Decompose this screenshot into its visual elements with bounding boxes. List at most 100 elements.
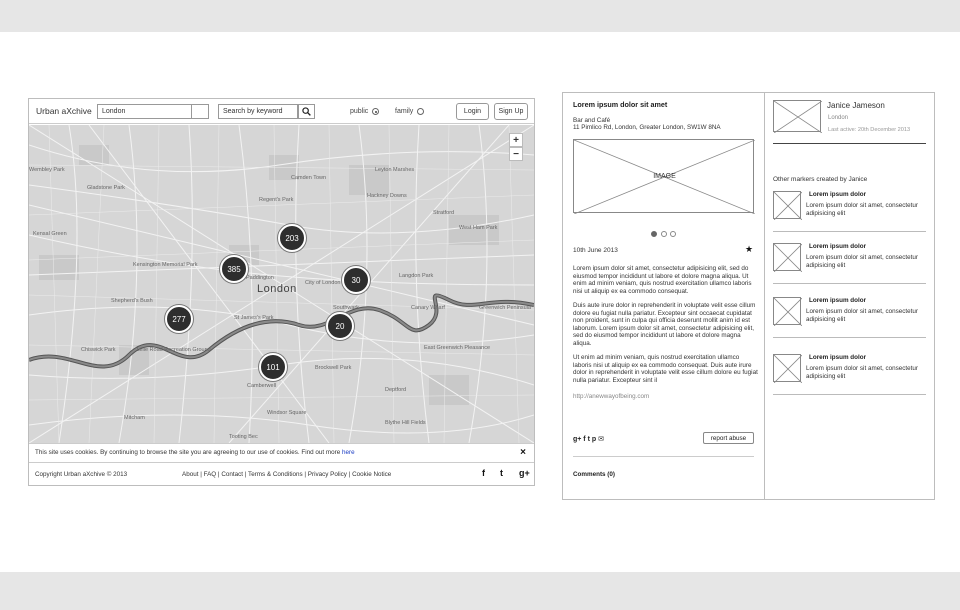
map-label: Mitcham [124,415,145,421]
image-placeholder[interactable]: IMAGE [573,139,755,214]
site-wireframe: Urban aXchive London Search by keyword p… [28,98,535,486]
marker-description: Ut enim ad minim veniam, quis nostrud ex… [573,354,758,384]
list-item-title: Lorem ipsum dolor [809,191,867,198]
map-cluster-marker[interactable]: 203 [278,224,306,252]
user-name[interactable]: Janice Jameson [827,101,885,110]
user-location: London [828,115,849,121]
list-item-desc: Lorem ipsum dolor sit amet, consectetur … [806,308,918,323]
brand-logo[interactable]: Urban aXchive [36,106,92,116]
location-dropdown-button[interactable] [191,104,209,119]
divider [573,456,754,457]
map-label: Wembley Park [29,167,65,173]
map-label: Paddington [246,275,274,281]
footer-copyright: Copyright Urban aXchive © 2013 [35,471,128,478]
map-label: Kensal Green [33,231,67,237]
marker-thumbnail [773,297,802,326]
star-icon[interactable]: ★ [745,244,754,254]
cookie-banner: This site uses cookies. By continuing to… [29,443,534,463]
cookie-more-link[interactable]: here [341,449,355,456]
map-label: City of London [305,280,341,286]
filter-public-radio[interactable] [372,108,379,115]
search-button[interactable] [298,104,315,119]
map-cluster-marker[interactable]: 277 [165,305,193,333]
map-label: Lillie Road Recreation Ground [137,347,211,353]
map-label: Langdon Park [399,273,434,279]
marker-thumbnail [773,243,802,272]
canvas: Urban aXchive London Search by keyword p… [0,32,960,572]
map-label: St James's Park [234,315,274,321]
carousel-dot[interactable] [651,231,657,237]
map-label: Chiswick Park [81,347,116,353]
footer-links[interactable]: About | FAQ | Contact | Terms & Conditio… [182,471,392,478]
marker-detail-panel: Lorem ipsum dolor sit amet Bar and Café … [562,92,935,500]
marker-thumbnail [773,191,802,220]
facebook-icon[interactable]: f [482,468,485,478]
login-button[interactable]: Login [456,103,489,120]
map-label: Shepherd's Bush [111,298,153,304]
divider [773,143,926,144]
map-label: Greenwich Peninsula [479,305,531,311]
map-label: Gladstone Park [87,185,125,191]
zoom-out-button[interactable]: − [509,147,523,161]
marker-title: Lorem ipsum dolor sit amet [573,100,668,109]
map-label: Blythe Hill Fields [385,420,426,426]
list-item-desc: Lorem ipsum dolor sit amet, consectetur … [806,365,918,380]
marker-description: Duis aute irure dolor in reprehenderit i… [573,302,756,347]
filter-family-label: family [395,108,414,115]
map-label: Camberwell [247,383,277,389]
map-label: Tooting Bec [229,434,258,440]
map-cluster-marker[interactable]: 385 [220,255,248,283]
map-cluster-marker[interactable]: 20 [326,312,354,340]
thumbnail-placeholder-cross [774,355,802,383]
map[interactable]: Wembley Park Gladstone Park Kensal Green… [29,125,534,443]
list-item-title: Lorem ipsum dolor [809,297,867,304]
list-item-desc: Lorem ipsum dolor sit amet, consectetur … [806,202,918,217]
map-label: Regent's Park [259,197,294,203]
divider [773,231,926,232]
map-city-label: London [257,283,297,295]
marker-date: 10th June 2013 [573,247,618,254]
comments-heading[interactable]: Comments (0) [573,471,615,478]
list-item-desc: Lorem ipsum dolor sit amet, consectetur … [806,254,918,269]
map-label: Leyton Marshes [375,167,415,173]
filter-public-label: public [350,108,369,115]
user-last-active: Last active: 20th December 2013 [828,127,911,133]
image-label: IMAGE [653,173,676,180]
thumbnail-placeholder-cross [774,298,802,326]
google-plus-icon[interactable]: g+ [519,468,530,478]
marker-url-link[interactable]: http://anewwayofbeing.com [573,393,650,400]
map-label: Deptford [385,387,407,393]
twitter-icon[interactable]: t [500,468,503,478]
map-label: Canary Wharf [411,305,445,311]
marker-description: Lorem ipsum dolor sit amet, consectetur … [573,265,752,295]
divider [773,283,926,284]
panel-divider [764,93,765,499]
search-icon [302,107,311,116]
site-header: Urban aXchive London Search by keyword p… [29,99,534,124]
divider [773,394,926,395]
filter-family-radio[interactable] [417,108,424,115]
map-label: Windsor Square [267,410,307,416]
map-cluster-marker[interactable]: 101 [259,353,287,381]
signup-button[interactable]: Sign Up [494,103,528,120]
map-cluster-marker[interactable]: 30 [342,266,370,294]
close-icon[interactable]: × [520,447,526,458]
carousel-dot[interactable] [670,231,676,237]
avatar-placeholder-cross [774,101,822,133]
map-label: Kensington Memorial Park [133,262,198,268]
avatar[interactable] [773,100,822,133]
zoom-in-button[interactable]: + [509,133,523,147]
map-label: Southwark [333,305,359,311]
marker-thumbnail [773,354,802,383]
other-markers-title: Other markers created by Janice [773,176,868,183]
map-label: West Ham Park [459,225,498,231]
report-abuse-button[interactable]: report abuse [703,432,754,444]
carousel-dot[interactable] [661,231,667,237]
list-item-title: Lorem ipsum dolor [809,243,867,250]
keyword-search-input[interactable]: Search by keyword [218,104,298,119]
thumbnail-placeholder-cross [774,244,802,272]
share-icons[interactable]: g+ f t p ✉ [573,436,604,443]
site-footer: Copyright Urban aXchive © 2013 About | F… [29,463,534,485]
list-item-title: Lorem ipsum dolor [809,354,867,361]
marker-address: 11 Pimlico Rd, London, Greater London, S… [573,124,721,131]
